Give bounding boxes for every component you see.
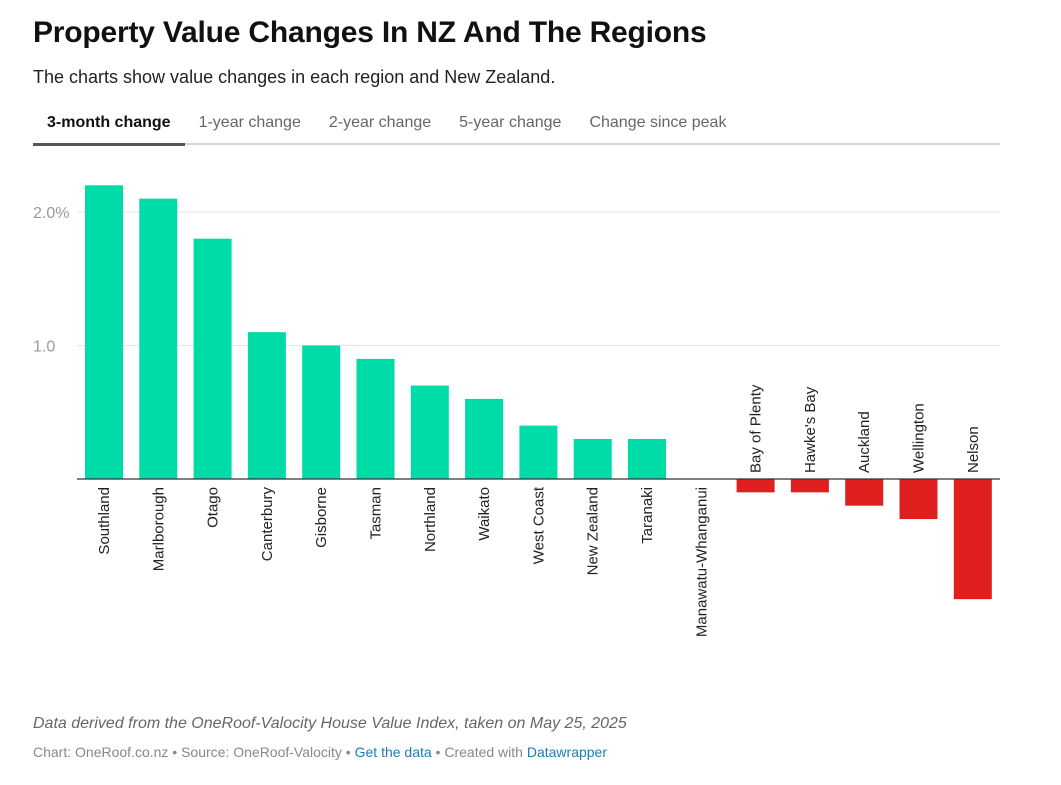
- y-tick-label: 2.0%: [33, 205, 69, 222]
- bar[interactable]: [899, 479, 938, 520]
- tab-5-year-change[interactable]: 5-year change: [459, 114, 562, 131]
- chart-title: Property Value Changes In NZ And The Reg…: [33, 16, 707, 49]
- bar[interactable]: [628, 438, 666, 479]
- category-label: West Coast: [530, 486, 547, 564]
- bar[interactable]: [356, 358, 395, 479]
- bar[interactable]: [465, 398, 504, 479]
- bar[interactable]: [736, 479, 775, 493]
- category-label: Southland: [96, 487, 113, 555]
- tab-3-month-change[interactable]: 3-month change: [33, 106, 185, 146]
- category-label: Marlborough: [150, 487, 167, 571]
- category-label: Manawatu-Whanganui: [693, 487, 710, 637]
- category-label: Taranaki: [639, 487, 656, 544]
- category-label: Canterbury: [259, 487, 276, 562]
- bar[interactable]: [790, 479, 829, 493]
- credit-separator: •: [168, 744, 182, 760]
- bar[interactable]: [573, 438, 612, 479]
- datawrapper-link[interactable]: Datawrapper: [526, 744, 607, 760]
- chart-subtitle: The charts show value changes in each re…: [33, 67, 556, 87]
- chart-credit: Chart: OneRoof.co.nz: [33, 744, 169, 760]
- category-label: Tasman: [368, 487, 385, 540]
- bar[interactable]: [845, 479, 884, 506]
- source-credit: Source: OneRoof-Valocity: [181, 744, 342, 760]
- chart-credits: Chart: OneRoof.co.nz • Source: OneRoof-V…: [33, 744, 607, 760]
- bar[interactable]: [193, 238, 232, 479]
- category-label: Bay of Plenty: [748, 384, 765, 473]
- data-footnote: Data derived from the OneRoof-Valocity H…: [33, 715, 627, 732]
- y-tick-label: 1.0: [33, 339, 55, 356]
- bar[interactable]: [302, 345, 341, 480]
- bar-chart: 2.0% 1.0 Southland Marlborough Otago Canterbu…: [33, 185, 1000, 637]
- category-label: New Zealand: [585, 487, 602, 575]
- category-label: Gisborne: [313, 487, 330, 548]
- get-the-data-link[interactable]: Get the data: [354, 744, 432, 760]
- bar[interactable]: [139, 198, 178, 479]
- bar[interactable]: [247, 332, 286, 479]
- category-label: Wellington: [911, 403, 928, 473]
- category-label: Hawke's Bay: [802, 386, 819, 473]
- tab-change-since-peak[interactable]: Change since peak: [589, 114, 727, 131]
- tab-bar: 3-month change 1-year change 2-year chan…: [33, 106, 1000, 146]
- credit-separator: •: [431, 744, 445, 760]
- created-with-text: Created with: [444, 744, 523, 760]
- bar[interactable]: [410, 385, 449, 479]
- category-label: Auckland: [856, 411, 873, 473]
- bar[interactable]: [85, 185, 123, 480]
- category-label: Otago: [205, 487, 222, 528]
- bar[interactable]: [953, 479, 992, 600]
- tab-2-year-change[interactable]: 2-year change: [328, 114, 432, 131]
- tab-1-year-change[interactable]: 1-year change: [198, 114, 301, 131]
- category-label: Waikato: [476, 487, 493, 541]
- category-label: Northland: [422, 487, 439, 552]
- bar[interactable]: [519, 425, 558, 479]
- credit-separator: •: [341, 744, 355, 760]
- category-label: Nelson: [965, 426, 982, 473]
